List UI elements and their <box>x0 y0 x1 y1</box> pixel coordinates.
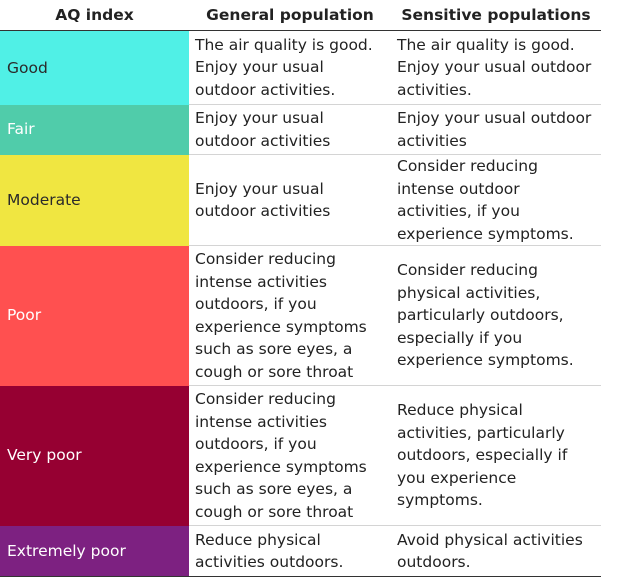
aq-index-cell: Poor <box>0 245 189 386</box>
sensitive-advice-cell: Consider reducing physical activities, p… <box>391 245 601 386</box>
header-aq-index: AQ index <box>0 0 189 31</box>
header-general-population: General population <box>189 0 391 31</box>
table-row-good: Good The air quality is good. Enjoy your… <box>0 30 601 105</box>
aq-index-cell: Fair <box>0 104 189 155</box>
general-advice-cell: The air quality is good. Enjoy your usua… <box>195 35 373 99</box>
aq-index-cell: Moderate <box>0 154 189 246</box>
general-advice-cell: Reduce physical activities outdoors. <box>189 525 391 577</box>
sensitive-advice-cell: Consider reducing intense outdoor activi… <box>391 154 601 246</box>
header-row: AQ index General population Sensitive po… <box>0 0 601 31</box>
general-advice-cell: Consider reducing intense activities out… <box>189 245 391 386</box>
aq-index-cell: Very poor <box>0 385 189 526</box>
table-row-extremely-poor: Extremely poor Reduce physical activitie… <box>0 525 601 577</box>
aq-index-cell: Good <box>0 30 189 105</box>
sensitive-advice-cell: Avoid physical activities outdoors. <box>391 525 601 577</box>
aq-guidance-table: AQ index General population Sensitive po… <box>0 0 601 577</box>
general-advice-cell: Enjoy your usual outdoor activities <box>189 104 391 155</box>
general-advice-cell: Consider reducing intense activities out… <box>189 385 391 526</box>
table-row-fair: Fair Enjoy your usual outdoor activities… <box>0 104 601 155</box>
table-body: Good The air quality is good. Enjoy your… <box>0 30 601 577</box>
sensitive-advice-cell: The air quality is good. Enjoy your usua… <box>397 35 592 99</box>
header-sensitive-populations: Sensitive populations <box>391 0 601 31</box>
sensitive-advice-cell: Enjoy your usual outdoor activities <box>391 104 601 155</box>
table-row-very-poor: Very poor Consider reducing intense acti… <box>0 385 601 526</box>
aq-index-cell: Extremely poor <box>0 525 189 577</box>
table-row-moderate: Moderate Enjoy your usual outdoor activi… <box>0 154 601 246</box>
table-header: AQ index General population Sensitive po… <box>0 0 601 31</box>
general-advice-cell: Enjoy your usual outdoor activities <box>189 154 391 246</box>
table-row-poor: Poor Consider reducing intense activitie… <box>0 245 601 386</box>
sensitive-advice-cell: Reduce physical activities, particularly… <box>391 385 601 526</box>
